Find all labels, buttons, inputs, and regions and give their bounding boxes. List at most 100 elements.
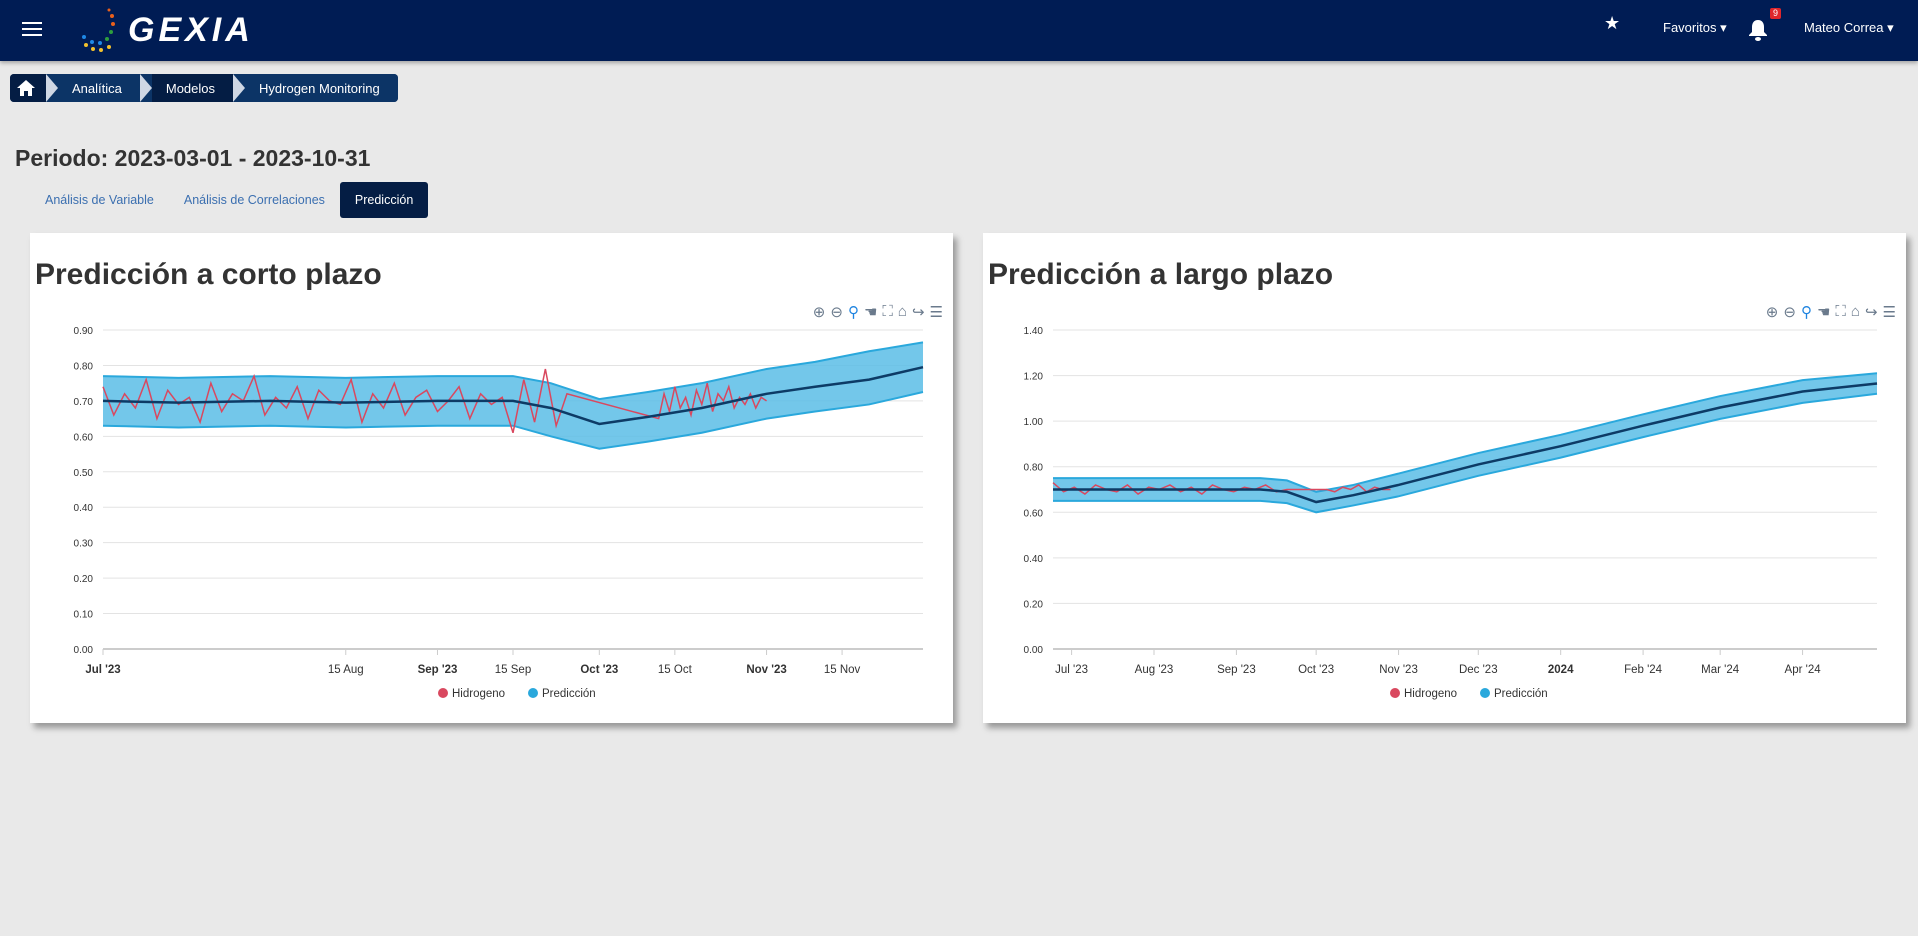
prediction-upper	[102, 341, 924, 401]
tabs: Análisis de Variable Análisis de Correla…	[30, 182, 429, 218]
x-tick-label: 15 Oct	[658, 664, 693, 676]
star-icon[interactable]: ★	[1604, 13, 1621, 33]
breadcrumb-item[interactable]: Hydrogen Monitoring	[245, 74, 398, 102]
y-tick-label: 0.40	[1024, 554, 1044, 565]
y-tick-label: 1.20	[1024, 372, 1044, 383]
x-tick-label: Dec '23	[1459, 664, 1498, 676]
menu-icon[interactable]: ☰	[1882, 304, 1896, 321]
y-tick-label: 0.90	[74, 326, 94, 337]
breadcrumb-separator	[46, 74, 58, 102]
zoom-select-icon[interactable]: ⚲	[847, 304, 859, 321]
x-tick-label: Aug '23	[1135, 664, 1174, 676]
legend-prediction[interactable]: Predicción	[1494, 688, 1548, 700]
zoom-out-icon[interactable]: ⊖	[830, 304, 843, 321]
y-tick-label: 0.20	[74, 574, 94, 585]
x-tick-label: Nov '23	[1379, 664, 1418, 676]
legend-hydrogen[interactable]: Hidrogeno	[1404, 688, 1457, 700]
y-tick-label: 0.00	[1024, 645, 1044, 656]
x-tick-label: Oct '23	[580, 664, 618, 676]
prediction-mean	[1053, 382, 1878, 504]
logo-text: GEXIA	[128, 10, 254, 49]
y-tick-label: 0.30	[74, 539, 94, 550]
y-tick-label: 0.10	[74, 610, 94, 621]
prediction-upper	[1053, 372, 1878, 493]
y-tick-label: 0.60	[1024, 508, 1044, 519]
reset-home-icon[interactable]: ⌂	[1850, 303, 1860, 320]
fullscreen-icon[interactable]: ⛶	[1835, 303, 1846, 320]
breadcrumb-separator	[233, 74, 246, 102]
y-tick-label: 0.80	[1024, 463, 1044, 474]
chart-svg: 0.00 0.10 0.20 0.30 0.40 0.50 0.60 0.70 0.80 0.90…	[74, 326, 924, 700]
breadcrumb-item[interactable]: Modelos	[151, 74, 234, 102]
logo[interactable]: GEXIA	[74, 4, 254, 56]
x-tick-label: Apr '24	[1785, 664, 1822, 676]
x-tick-label: Nov '23	[746, 664, 786, 676]
legend-hydrogen[interactable]: Hidrogeno	[452, 688, 505, 700]
menu-icon[interactable]: ☰	[929, 304, 943, 321]
export-icon[interactable]: ↪	[911, 304, 925, 321]
home-icon	[17, 80, 35, 96]
chart-title: Predicción a corto plazo	[35, 258, 382, 291]
prediction-lower	[102, 391, 924, 450]
favoritos-label: Favoritos	[1663, 20, 1717, 35]
prediction-band	[1053, 373, 1877, 513]
y-tick-label: 0.40	[74, 503, 94, 514]
export-icon[interactable]: ↪	[1864, 304, 1878, 321]
bell-icon[interactable]	[1748, 18, 1768, 42]
x-tick-label: Jul '23	[1055, 664, 1088, 676]
user-menu[interactable]: Mateo Correa ▾	[1804, 20, 1894, 35]
breadcrumb: Analítica Modelos Hydrogen Monitoring	[10, 74, 398, 102]
x-tick-label: Sep '23	[418, 664, 458, 676]
y-tick-label: 1.40	[1024, 326, 1044, 337]
zoom-select-icon[interactable]: ⚲	[1800, 304, 1812, 321]
page-title: Periodo: 2023-03-01 - 2023-10-31	[15, 145, 371, 171]
x-tick-label: Jul '23	[85, 664, 120, 676]
breadcrumb-item[interactable]: Analítica	[58, 74, 140, 102]
long-term-chart-card: Predicción a largo plazo ⊕ ⊖ ⚲ ☚ ⛶ ⌂ ↪ ☰ 0.00 0.2…	[983, 233, 1906, 723]
x-tick-label: Sep '23	[1217, 664, 1256, 676]
legend-prediction-marker	[528, 688, 538, 698]
tab-analisis-variable[interactable]: Análisis de Variable	[45, 193, 154, 207]
short-term-chart-card: Predicción a corto plazo ⊕ ⊖ ⚲ ☚ ⛶ ⌂ ↪ ☰ 0.00 0.1…	[30, 233, 953, 723]
x-tick-label: 15 Sep	[495, 664, 531, 676]
y-tick-label: 1.00	[1024, 417, 1044, 428]
menu-icon[interactable]	[22, 22, 42, 38]
chart-svg: 0.00 0.20 0.40 0.60 0.80 1.00 1.20 1.40 Jul '23 A…	[1024, 326, 1878, 700]
y-tick-label: 0.20	[1024, 599, 1044, 610]
y-tick-label: 0.70	[74, 397, 94, 408]
top-navbar: GEXIA ★ Favoritos ▾ 9 Mateo Correa ▾	[0, 0, 1918, 61]
x-tick-label: 2024	[1548, 664, 1574, 676]
favoritos-dropdown[interactable]: Favoritos ▾	[1663, 20, 1727, 35]
tab-prediccion[interactable]: Predicción	[339, 182, 429, 218]
legend-hydrogen-marker	[1390, 688, 1400, 698]
y-tick-label: 0.60	[74, 432, 94, 443]
y-tick-label: 0.00	[74, 645, 94, 656]
x-tick-label: Oct '23	[1298, 664, 1334, 676]
tab-analisis-correlaciones[interactable]: Análisis de Correlaciones	[183, 193, 325, 207]
pan-icon[interactable]: ☚	[863, 304, 878, 321]
breadcrumb-separator	[139, 74, 152, 102]
pan-icon[interactable]: ☚	[1816, 304, 1831, 321]
chart-title: Predicción a largo plazo	[988, 258, 1334, 291]
prediction-mean	[102, 365, 924, 426]
chart-toolbar: ⊕ ⊖ ⚲ ☚ ⛶ ⌂ ↪ ☰	[1766, 303, 1896, 321]
x-tick-label: 15 Nov	[824, 664, 861, 676]
zoom-in-icon[interactable]: ⊕	[812, 304, 826, 321]
y-tick-label: 0.50	[74, 468, 94, 479]
user-name: Mateo Correa	[1804, 20, 1884, 35]
reset-home-icon[interactable]: ⌂	[897, 303, 907, 320]
legend-prediction-marker	[1480, 688, 1490, 698]
prediction-lower	[1053, 392, 1878, 514]
zoom-out-icon[interactable]: ⊖	[1783, 304, 1796, 321]
x-tick-label: 15 Aug	[328, 664, 364, 676]
legend-hydrogen-marker	[438, 688, 448, 698]
legend-prediction[interactable]: Predicción	[542, 688, 596, 700]
fullscreen-icon[interactable]: ⛶	[882, 303, 893, 320]
x-tick-label: Mar '24	[1701, 664, 1740, 676]
notification-badge: 9	[1770, 8, 1782, 19]
zoom-in-icon[interactable]: ⊕	[1765, 304, 1779, 321]
prediction-band	[103, 342, 923, 449]
y-tick-label: 0.80	[74, 361, 94, 372]
x-tick-label: Feb '24	[1624, 664, 1663, 676]
breadcrumb-home[interactable]	[10, 74, 46, 102]
